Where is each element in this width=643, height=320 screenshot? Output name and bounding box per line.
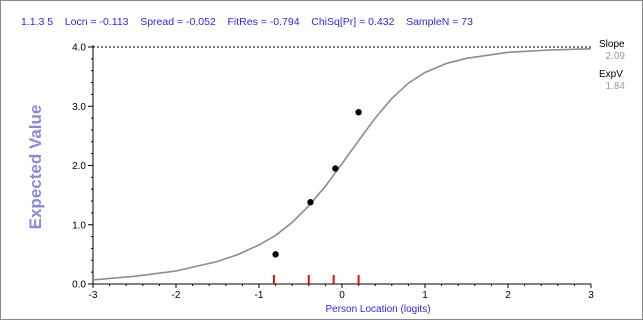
observed-point xyxy=(272,251,279,258)
expv-label: ExpV xyxy=(599,69,623,80)
chart-axes: 0.0 1.0 2.0 3.0 4.0 -3 -2 -1 0 1 2 3 xyxy=(72,43,594,302)
observed-point xyxy=(332,165,339,172)
x-tick-label: 1 xyxy=(422,290,428,301)
fitres-stat: FitRes = -0.794 xyxy=(227,16,300,28)
y-tick-label: 1.0 xyxy=(72,220,86,231)
chisq-stat: ChiSq[Pr] = 0.432 xyxy=(311,16,395,28)
y-tick-label: 0.0 xyxy=(72,280,86,291)
y-tick-label: 2.0 xyxy=(72,161,86,172)
expected-value-curve xyxy=(92,48,592,281)
expv-value: 1.84 xyxy=(605,81,625,92)
item-id: 1.1.3 5 xyxy=(21,16,54,28)
x-tick-label: 0 xyxy=(339,290,345,301)
x-tick-label: -1 xyxy=(255,290,264,301)
observed-point xyxy=(355,108,362,116)
item-stats-header: 1.1.3 5 Locn = -0.113 Spread = -0.052 Fi… xyxy=(21,16,473,28)
spread-stat: Spread = -0.052 xyxy=(140,16,216,28)
x-tick-label: -3 xyxy=(89,290,98,301)
slope-label: Slope xyxy=(599,39,625,50)
samplen-stat: SampleN = 73 xyxy=(406,16,473,28)
y-tick-label: 4.0 xyxy=(72,43,86,54)
slope-value: 2.09 xyxy=(605,51,625,62)
x-tick-label: -2 xyxy=(172,290,181,301)
y-axis-title: Expected Value xyxy=(26,105,45,230)
chart-marks xyxy=(92,48,592,284)
observed-point xyxy=(307,199,314,206)
x-tick-label: 2 xyxy=(505,290,511,301)
y-tick-label: 3.0 xyxy=(72,102,86,113)
x-axis-title: Person Location (logits) xyxy=(325,304,430,315)
locn-stat: Locn = -0.113 xyxy=(64,16,129,28)
x-tick-label: 3 xyxy=(588,290,594,301)
